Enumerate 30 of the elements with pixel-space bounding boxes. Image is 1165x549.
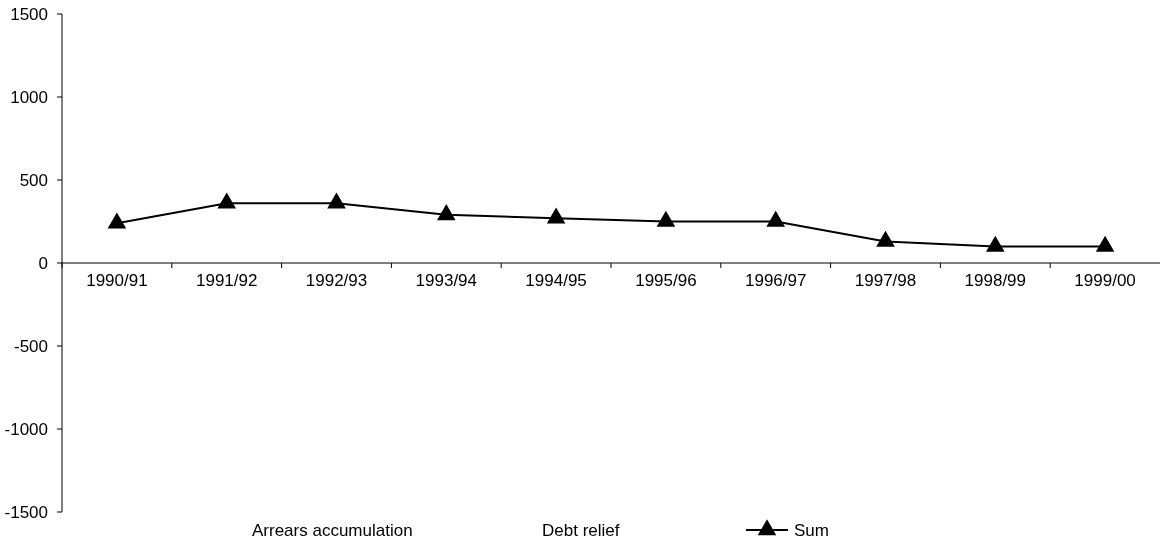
text: Arrears accumulation: [252, 520, 413, 540]
y-tick-label: 0: [38, 253, 48, 273]
x-tick-label: 1998/99: [964, 271, 1027, 290]
x-tick-label: 1995/96: [635, 271, 697, 290]
point: [766, 210, 786, 227]
point: [656, 210, 676, 227]
x-tick-label: 1996/97: [744, 271, 807, 290]
y-tick-label: 1000: [10, 87, 48, 107]
x-tick-label: 1993/94: [415, 271, 478, 290]
point: [1095, 235, 1115, 252]
point: [985, 235, 1005, 252]
x-tick-label: 1991/92: [195, 271, 258, 290]
x-tick-label: 1994/95: [525, 271, 587, 290]
y-tick-label: -500: [13, 336, 48, 356]
point: [546, 207, 566, 224]
text: Debt relief: [542, 520, 620, 540]
point: [327, 192, 346, 209]
point: [436, 204, 456, 221]
point: [107, 212, 127, 229]
legend-label: Sum: [794, 520, 829, 540]
x-tick-label: 1992/93: [305, 271, 368, 290]
x-tick-label: 1999/00: [1074, 271, 1136, 290]
y-tick-label: 1500: [10, 4, 48, 24]
y-tick-label: -1000: [4, 419, 48, 439]
y-tick-label: -1500: [4, 502, 48, 522]
x-tick-label: 1997/98: [854, 271, 917, 290]
y-tick-label: 500: [19, 170, 48, 190]
x-tick-label: 1990/91: [86, 271, 148, 290]
point: [217, 192, 237, 209]
point: [876, 230, 895, 247]
